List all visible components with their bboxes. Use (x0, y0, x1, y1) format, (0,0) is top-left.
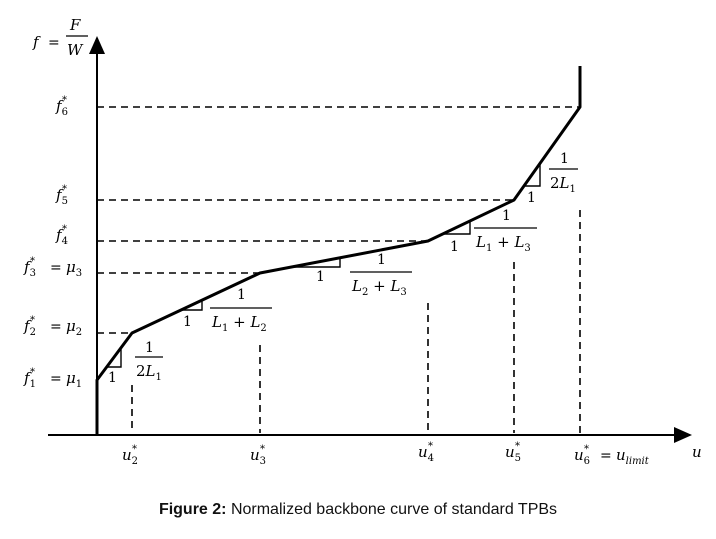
svg-text:u4*: u4* (418, 441, 434, 464)
slope-label-5: 1 1 2L1 (527, 151, 578, 206)
svg-text:F: F (69, 16, 81, 34)
svg-text:f1*: f1* (23, 367, 36, 390)
svg-text:u5*: u5* (505, 441, 521, 464)
y-tick-label-3: f3* = μ3 (23, 256, 82, 279)
svg-text:2L1: 2L1 (136, 362, 162, 383)
svg-text:f6*: f6* (55, 95, 68, 118)
svg-text:u2*: u2* (122, 444, 138, 467)
svg-text:1: 1 (316, 269, 325, 285)
svg-text:=: = (50, 319, 62, 335)
svg-text:1: 1 (527, 190, 536, 206)
svg-text:2L1: 2L1 (550, 174, 576, 195)
x-tick-label-3: u3* (250, 444, 266, 467)
svg-text:μ2: μ2 (66, 317, 82, 338)
slope-label-4: 1 1 L1 + L3 (450, 208, 537, 255)
slope-label-3: 1 1 L2 + L3 (316, 252, 412, 298)
svg-text:f5*: f5* (55, 184, 68, 207)
x-axis-label: u (692, 443, 702, 461)
svg-text:μ3: μ3 (66, 258, 82, 279)
svg-text:μ1: μ1 (66, 369, 82, 390)
y-tick-label-6: f6* (55, 95, 68, 118)
svg-text:L2 + L3: L2 + L3 (351, 277, 407, 298)
caption-label: Figure 2: (158, 501, 227, 518)
slope-label-2: 1 1 L1 + L2 (183, 287, 272, 334)
svg-text:=: = (50, 371, 62, 387)
svg-text:L1 + L2: L1 + L2 (211, 313, 267, 334)
slope-label-1: 1 1 2L1 (108, 340, 163, 386)
svg-text:1: 1 (145, 340, 154, 356)
svg-text:=: = (48, 35, 60, 51)
svg-text:1: 1 (502, 208, 511, 224)
svg-text:1: 1 (377, 252, 386, 268)
y-tick-label-4: f4* (55, 224, 68, 247)
y-tick-label-2: f2* = μ2 (23, 315, 82, 338)
x-tick-label-5: u5* (505, 441, 521, 464)
figure-caption: Figure 2: Normalized backbone curve of s… (0, 501, 716, 519)
svg-text:W: W (67, 41, 84, 59)
slope-triangles (106, 163, 541, 368)
svg-text:ulimit: ulimit (616, 446, 650, 467)
svg-text:u3*: u3* (250, 444, 266, 467)
svg-text:L1 + L3: L1 + L3 (475, 233, 531, 254)
x-tick-label-6: u6* = ulimit (574, 444, 650, 467)
backbone-curve (95, 66, 582, 435)
y-axis-label: f = F W (32, 16, 88, 59)
horizontal-guides (97, 106, 580, 334)
vertical-guides (131, 210, 581, 433)
x-tick-label-2: u2* (122, 444, 138, 467)
svg-text:=: = (600, 448, 612, 464)
svg-text:f2*: f2* (23, 315, 36, 338)
x-tick-label-4: u4* (418, 441, 434, 464)
svg-text:f4*: f4* (55, 224, 68, 247)
svg-text:u6*: u6* (574, 444, 590, 467)
svg-text:=: = (50, 260, 62, 276)
svg-text:1: 1 (237, 287, 246, 303)
svg-text:1: 1 (450, 239, 459, 255)
svg-text:f: f (32, 33, 41, 51)
y-tick-label-5: f5* (55, 184, 68, 207)
caption-text: Normalized backbone curve of standard TP… (226, 501, 558, 518)
svg-text:1: 1 (183, 314, 192, 330)
svg-text:f3*: f3* (23, 256, 36, 279)
svg-text:1: 1 (108, 370, 117, 386)
svg-text:1: 1 (560, 151, 569, 167)
y-tick-label-1: f1* = μ1 (23, 367, 82, 390)
